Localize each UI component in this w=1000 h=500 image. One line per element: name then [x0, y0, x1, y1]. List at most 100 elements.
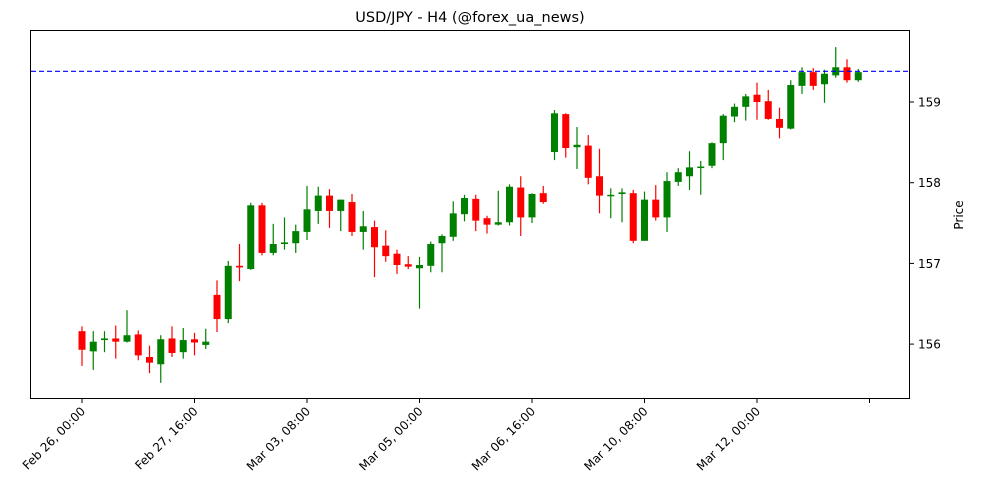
candle-body: [393, 253, 401, 266]
candle-body: [483, 218, 491, 225]
candle: [764, 89, 772, 120]
candle-body: [359, 226, 367, 232]
candle: [326, 189, 333, 228]
candle-body: [821, 73, 828, 85]
candle-body: [348, 202, 356, 232]
candle: [371, 220, 378, 278]
candle-body: [292, 231, 300, 244]
candle: [731, 103, 738, 123]
candle: [146, 345, 153, 374]
candle: [573, 127, 581, 169]
candle: [348, 193, 356, 236]
candle-body: [247, 205, 255, 270]
candle-body: [416, 265, 423, 269]
candle: [404, 256, 412, 270]
candle: [224, 260, 232, 324]
candle: [494, 190, 502, 226]
candle: [247, 202, 255, 270]
candle: [303, 185, 311, 240]
candle: [776, 107, 783, 139]
candle-body: [157, 339, 165, 365]
candle: [506, 184, 513, 226]
candle: [101, 331, 108, 353]
candle-body: [236, 265, 243, 268]
candle-body: [101, 338, 108, 341]
candle: [427, 241, 435, 273]
candle-body: [202, 341, 210, 345]
candle: [742, 93, 750, 121]
candle-body: [528, 193, 536, 218]
candle-body: [731, 106, 738, 117]
candle-body: [78, 331, 86, 350]
y-tick-label: 158: [918, 176, 941, 190]
candle: [416, 256, 423, 309]
candle-body: [337, 199, 345, 211]
candle-body: [213, 294, 221, 320]
plot-frame: [30, 30, 910, 399]
candle-body: [517, 187, 525, 218]
candle-body: [371, 227, 378, 248]
candle: [528, 193, 536, 224]
candle-body: [674, 172, 682, 182]
candle-body: [404, 264, 412, 267]
candle: [157, 335, 165, 383]
candle-body: [382, 245, 390, 257]
candle: [719, 114, 727, 161]
candle-body: [303, 209, 311, 232]
x-tick-label: Feb 26, 00:00: [20, 404, 88, 472]
candle: [236, 244, 243, 282]
candle-body: [168, 338, 176, 353]
candle: [78, 326, 86, 366]
candle-body: [134, 334, 142, 356]
candle: [281, 217, 288, 250]
candle-body: [179, 340, 187, 353]
candle: [551, 110, 558, 161]
candle: [652, 185, 660, 221]
candle: [708, 142, 716, 169]
x-tick-label: Mar 10, 08:00: [581, 404, 650, 473]
candle: [269, 223, 277, 256]
candle-body: [697, 166, 705, 169]
candle: [539, 185, 547, 204]
candle-body: [112, 338, 120, 342]
candle-body: [719, 115, 727, 144]
candle-body: [89, 341, 97, 352]
chart-title: USD/JPY - H4 (@forex_ua_news): [355, 10, 584, 26]
candle-body: [854, 72, 862, 81]
candle: [674, 168, 682, 186]
candle: [258, 202, 266, 256]
candle-body: [809, 72, 817, 86]
candle-body: [663, 181, 671, 218]
candle: [607, 188, 615, 219]
candle-body: [753, 94, 761, 102]
y-tick-label: 156: [918, 338, 941, 352]
candle-body: [258, 205, 266, 253]
candle: [179, 327, 187, 359]
candle: [618, 188, 626, 223]
candle: [483, 215, 491, 234]
candle-body: [472, 198, 480, 221]
x-tick-label: Feb 27, 16:00: [132, 404, 200, 472]
x-tick-label: Mar 03, 08:00: [244, 404, 313, 473]
candle-body: [281, 242, 288, 245]
candle: [213, 280, 221, 332]
candle-body: [562, 114, 570, 148]
candle-body: [787, 85, 795, 129]
x-tick-label: Mar 06, 16:00: [469, 404, 538, 473]
candle-body: [461, 198, 468, 215]
candle-body: [641, 199, 648, 241]
candle-body: [269, 244, 277, 253]
candle-body: [742, 96, 750, 107]
candle-body: [326, 195, 333, 211]
candle-body: [506, 186, 513, 223]
candle-body: [686, 167, 693, 177]
candle: [449, 201, 457, 241]
candle: [663, 172, 671, 232]
candle: [168, 326, 176, 358]
candle: [821, 69, 828, 103]
candle: [629, 189, 637, 244]
candle-body: [629, 193, 637, 241]
candle: [809, 68, 817, 90]
